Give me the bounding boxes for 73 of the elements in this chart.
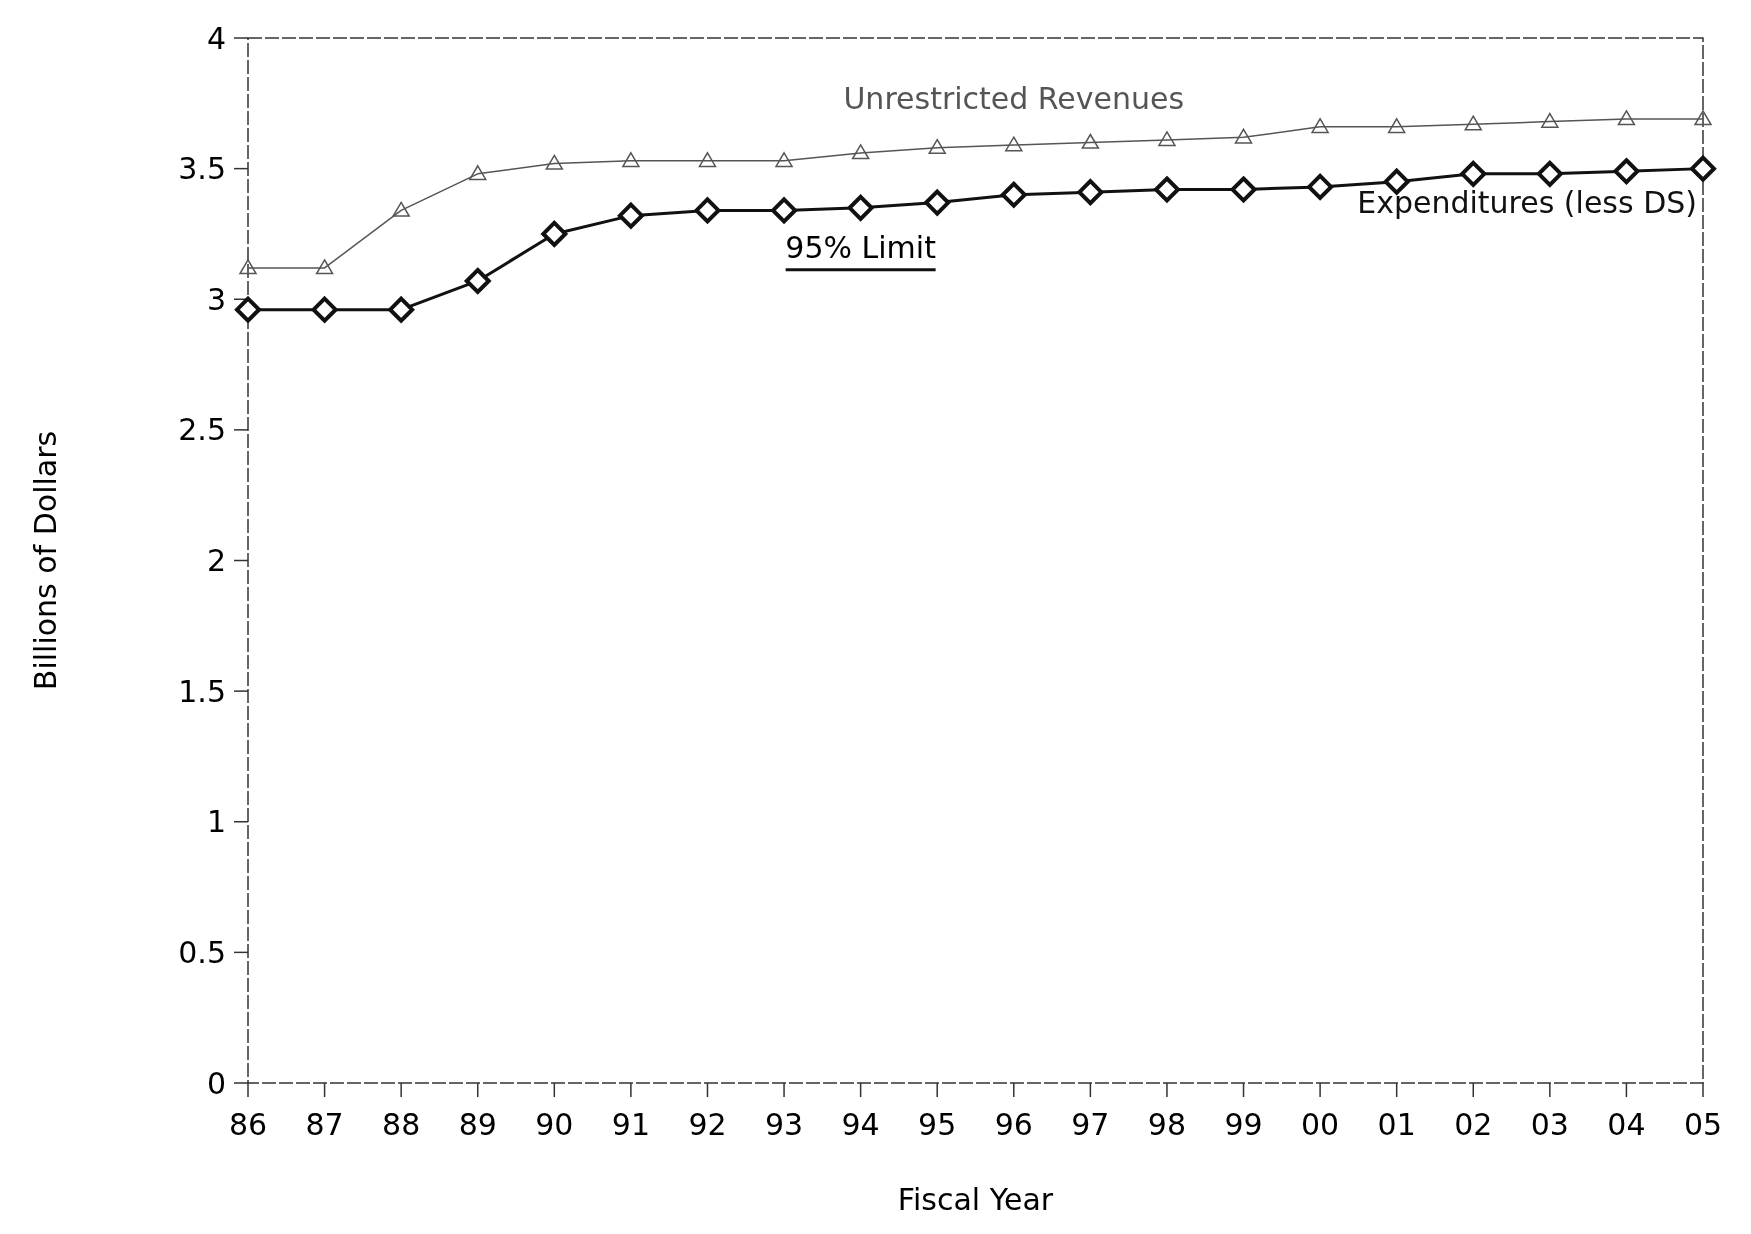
x-tick-label: 99 [1224, 1107, 1263, 1142]
x-axis-title: Fiscal Year [897, 1182, 1054, 1217]
point [541, 220, 568, 247]
point [1311, 118, 1329, 134]
point [1081, 133, 1100, 149]
y-tick-label: 0 [206, 1065, 226, 1101]
x-tick-label: 00 [1301, 1107, 1340, 1142]
point [1613, 158, 1640, 185]
point [775, 152, 793, 168]
point [1617, 110, 1636, 126]
y-tick-label: 1.5 [178, 673, 226, 709]
x-tick-label: 97 [1071, 1107, 1110, 1142]
x-tick-label: 90 [535, 1107, 574, 1142]
point [315, 259, 334, 275]
point [235, 296, 261, 323]
x-tick-label: 03 [1530, 1107, 1569, 1142]
point [1158, 131, 1176, 147]
point [1153, 176, 1180, 203]
point [545, 154, 564, 170]
y-tick-label: 3.5 [178, 151, 226, 187]
y-tick-label: 0.5 [178, 934, 226, 970]
point [1307, 173, 1334, 200]
x-tick-label: 94 [841, 1107, 880, 1142]
x-tick-label: 05 [1683, 1107, 1723, 1142]
point [392, 201, 410, 217]
x-tick-label: 91 [611, 1107, 650, 1142]
series-label: Unrestricted Revenues [843, 81, 1185, 117]
point [924, 189, 951, 216]
x-tick-label: 96 [994, 1107, 1033, 1142]
x-tick-label: 86 [228, 1107, 268, 1142]
x-tick-label: 95 [918, 1107, 957, 1142]
y-tick-label: 2 [206, 543, 226, 578]
point [239, 259, 257, 275]
point [1694, 110, 1712, 126]
point [1230, 176, 1257, 203]
point [617, 202, 644, 229]
point [311, 296, 338, 323]
x-tick-label: 04 [1607, 1107, 1646, 1142]
point [1234, 128, 1253, 144]
point [464, 267, 491, 294]
point [1541, 112, 1559, 128]
y-axis-title: Billions of Dollars [28, 430, 63, 691]
point [1387, 118, 1406, 134]
x-tick-label: 98 [1147, 1107, 1187, 1142]
point [771, 197, 798, 224]
point [1536, 160, 1563, 187]
point [1000, 181, 1027, 208]
series-label: Expenditures (less DS) [1357, 184, 1697, 220]
point [698, 152, 717, 168]
point [1005, 136, 1023, 152]
x-tick-label: 88 [382, 1107, 421, 1142]
x-tick-label: 93 [764, 1107, 804, 1142]
y-tick-label: 1 [206, 804, 226, 840]
point [1077, 179, 1104, 206]
point [468, 165, 487, 181]
point [1460, 160, 1487, 187]
y-tick-label: 3 [206, 281, 226, 317]
x-tick-label: 92 [688, 1107, 727, 1142]
point [928, 138, 946, 155]
point [622, 152, 640, 168]
point [388, 296, 415, 323]
x-tick-label: 87 [305, 1107, 344, 1142]
point [851, 144, 870, 160]
y-tick-label: 4 [206, 20, 226, 56]
point [1690, 155, 1716, 182]
point [694, 197, 721, 224]
y-tick-label: 2.5 [178, 412, 226, 448]
point [1464, 115, 1483, 131]
x-tick-label: 02 [1454, 1107, 1493, 1142]
x-tick-label: 01 [1377, 1107, 1416, 1142]
point [847, 194, 874, 221]
x-tick-label: 89 [458, 1107, 497, 1142]
annotation: 95% Limit [785, 229, 937, 265]
